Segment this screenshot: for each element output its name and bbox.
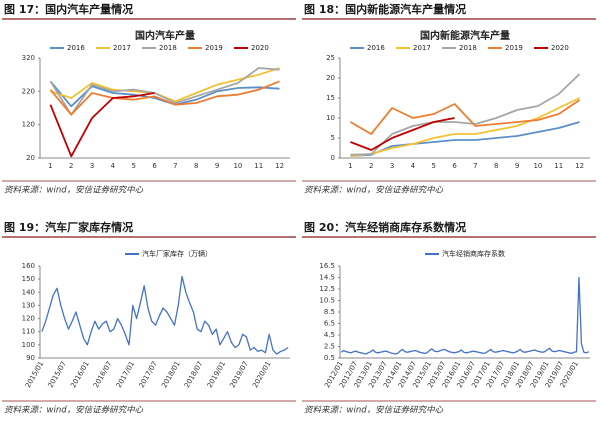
y-tick-label: 25: [326, 54, 335, 62]
x-tick-label: 9: [515, 162, 519, 170]
y-tick-label: 14.5: [319, 274, 335, 282]
legend-label: 2016: [367, 44, 385, 52]
legend-label: 2018: [459, 44, 477, 52]
legend-label: 2017: [113, 44, 131, 52]
legend-label: 2017: [413, 44, 431, 52]
series-line: [340, 276, 590, 355]
y-tick-label: 90: [26, 354, 35, 362]
y-tick-label: 0.5: [324, 354, 335, 362]
y-tick-label: 320: [22, 54, 35, 62]
x-tick-label: 1: [48, 162, 52, 170]
figure-caption: 图 18：国内新能源汽车产量情况: [304, 2, 466, 16]
x-tick-label: 2016/07: [92, 360, 113, 389]
figure-caption: 图 17：国内汽车产量情况: [4, 2, 133, 16]
x-tick-label: 4: [411, 162, 416, 170]
legend-label: 2019: [205, 44, 223, 52]
series-line: [49, 92, 155, 158]
y-tick-label: 140: [22, 288, 35, 296]
x-tick-label: 5: [132, 162, 136, 170]
legend-label: 2019: [505, 44, 523, 52]
chart-title: 国内新能源汽车产量: [420, 29, 510, 42]
series-line: [41, 275, 289, 355]
y-tick-label: 150: [22, 275, 35, 283]
source-note: 资料来源：wind，安信证券研究中心: [304, 405, 444, 416]
x-tick-label: 6: [452, 162, 457, 170]
x-tick-label: 1: [348, 162, 352, 170]
y-tick-label: 10.5: [319, 297, 335, 305]
x-tick-label: 5: [432, 162, 436, 170]
y-tick-label: 110: [22, 328, 35, 336]
series-line: [350, 117, 455, 151]
legend-label: 2020: [251, 44, 269, 52]
x-tick-label: 2016/01: [69, 360, 90, 389]
x-tick-label: 2020/01: [251, 360, 272, 389]
x-tick-label: 11: [554, 162, 563, 170]
series-line: [350, 73, 581, 156]
series-line: [49, 67, 280, 116]
y-tick-label: 160: [22, 262, 35, 270]
y-tick-label: 5: [331, 134, 335, 142]
x-tick-label: 2018/01: [160, 360, 181, 389]
y-tick-label: 120: [22, 121, 35, 129]
series-line: [49, 80, 280, 116]
x-tick-label: 12: [575, 162, 584, 170]
y-tick-label: 0: [331, 154, 335, 162]
x-tick-label: 8: [494, 162, 498, 170]
source-note: 资料来源：wind，安信证券研究中心: [4, 405, 144, 416]
x-tick-label: 2017/01: [115, 360, 136, 389]
series-line: [349, 99, 581, 135]
y-tick-label: 130: [22, 301, 35, 309]
y-tick-label: 12.5: [319, 285, 335, 293]
x-tick-label: 7: [173, 162, 177, 170]
x-tick-label: 9: [215, 162, 219, 170]
x-tick-label: 3: [90, 162, 94, 170]
series-line: [350, 97, 580, 157]
x-tick-label: 12: [275, 162, 284, 170]
y-tick-label: 16.5: [319, 262, 335, 270]
x-tick-label: 10: [533, 162, 542, 170]
x-tick-label: 4: [111, 162, 116, 170]
y-tick-label: 10: [326, 114, 335, 122]
y-tick-label: 8.5: [324, 308, 335, 316]
figure-caption: 图 20：汽车经销商库存系数情况: [304, 220, 466, 234]
figure-caption: 图 19：汽车厂家库存情况: [4, 220, 133, 234]
y-tick-label: 6.5: [324, 320, 335, 328]
x-tick-label: 6: [152, 162, 157, 170]
y-tick-label: 100: [22, 341, 35, 349]
y-tick-label: 15: [326, 94, 335, 102]
x-tick-label: 2019/07: [228, 360, 249, 389]
x-tick-label: 10: [233, 162, 242, 170]
x-tick-label: 2017/07: [138, 360, 159, 389]
legend-label: 2016: [67, 44, 85, 52]
source-note: 资料来源：wind，安信证券研究中心: [304, 185, 444, 196]
series-line: [350, 121, 580, 157]
y-tick-label: 4.5: [324, 331, 335, 339]
y-tick-label: 20: [326, 74, 335, 82]
chart-title: 国内汽车产量: [135, 29, 195, 42]
x-tick-label: 2015/07: [47, 360, 68, 389]
x-tick-label: 7: [473, 162, 477, 170]
y-tick-label: 220: [22, 87, 35, 95]
x-tick-label: 2015/01: [24, 360, 45, 389]
x-tick-label: 3: [390, 162, 394, 170]
y-tick-label: 120: [22, 315, 35, 323]
x-tick-label: 2: [69, 162, 73, 170]
legend-label: 2020: [551, 44, 569, 52]
y-tick-label: 20: [26, 154, 35, 162]
legend-label: 汽车厂家库存（万辆）: [142, 249, 212, 258]
legend-label: 汽车经销商库存系数: [442, 249, 505, 258]
x-tick-label: 8: [194, 162, 198, 170]
source-note: 资料来源：wind，安信证券研究中心: [4, 185, 144, 196]
x-tick-label: 2: [369, 162, 373, 170]
x-tick-label: 2019/01: [206, 360, 227, 389]
y-tick-label: 2.5: [324, 343, 335, 351]
x-tick-label: 2018/07: [183, 360, 204, 389]
x-tick-label: 11: [254, 162, 263, 170]
legend-label: 2018: [159, 44, 177, 52]
